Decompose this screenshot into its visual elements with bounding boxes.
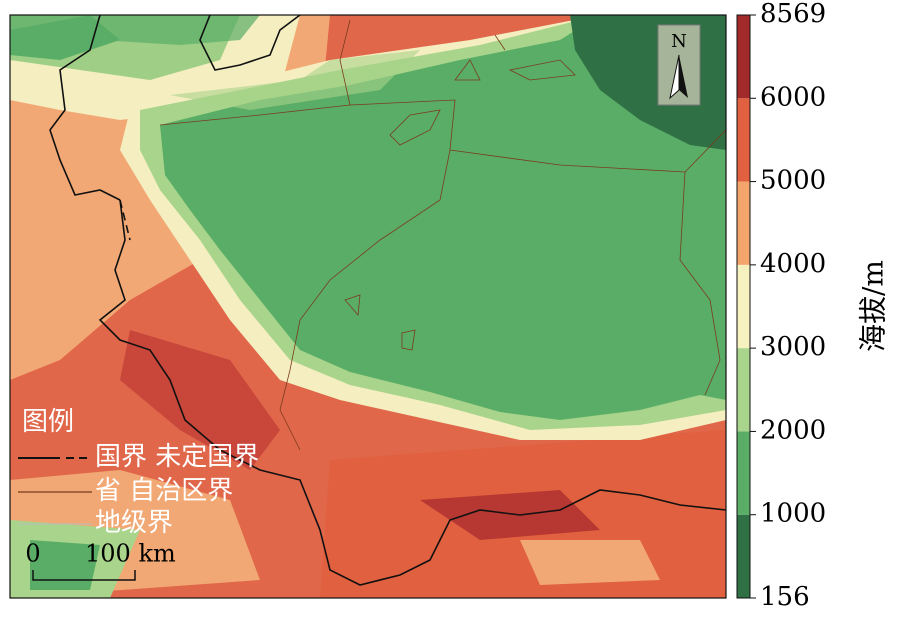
legend: 图例 国界 未定国界 省 自治区界 地级界 [18, 407, 259, 538]
north-arrow-right [679, 55, 688, 98]
scale-end: 100 km [85, 540, 176, 568]
legend-item: 国界 未定国界 [95, 442, 259, 472]
colorbar-segment [737, 98, 750, 182]
terrain [10, 15, 726, 598]
scale-bar: 0 100 km [25, 540, 176, 581]
north-label: N [671, 31, 687, 52]
legend-item: 地级界 [95, 508, 173, 538]
north-arrow: N [657, 24, 701, 106]
colorbar-tick-label: 3000 [760, 332, 826, 362]
colorbar-segment [737, 514, 750, 598]
legend-item: 省 自治区界 [95, 476, 233, 506]
colorbar-segment [737, 15, 750, 99]
colorbar-tick-label: 6000 [760, 82, 826, 112]
colorbar-segment [737, 181, 750, 265]
colorbar-tick-label: 5000 [760, 166, 826, 196]
map-frame [9, 14, 727, 599]
colorbar-segment [737, 431, 750, 515]
scale-start: 0 [25, 540, 40, 568]
colorbar-segment [737, 348, 750, 432]
colorbar-frame [736, 14, 751, 599]
colorbar-tick-label: 2000 [760, 415, 826, 445]
colorbar-tick-label: 8569 [760, 0, 826, 29]
colorbar-tick-label: 156 [760, 582, 810, 612]
scale-line [32, 570, 136, 581]
colorbar-segment [737, 264, 750, 349]
boundaries [49, 15, 726, 586]
colorbar: 156 1000 2000 3000 4000 5000 6000 8569 [736, 0, 826, 612]
colorbar-tick-label: 4000 [760, 249, 826, 279]
legend-title: 图例 [22, 407, 74, 437]
colorbar-label: 海拔/m [857, 260, 890, 352]
colorbar-tick-label: 1000 [760, 499, 826, 529]
